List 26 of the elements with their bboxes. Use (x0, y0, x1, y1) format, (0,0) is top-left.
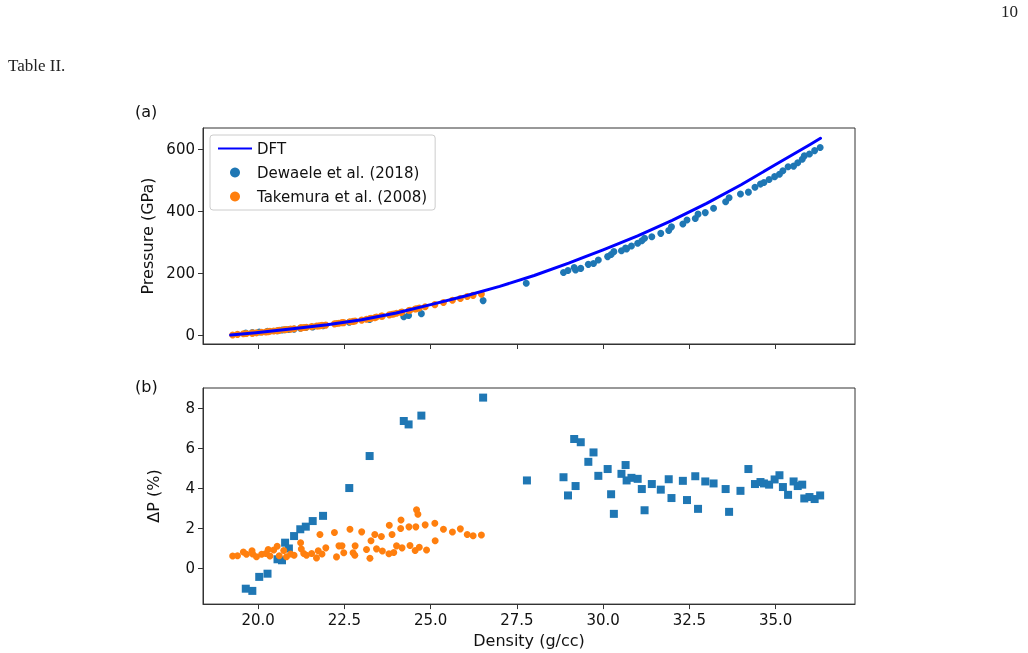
x-tick-label: 32.5 (672, 610, 707, 629)
chart-title: (b) (135, 376, 158, 396)
y-tick-label: 8 (185, 399, 195, 418)
x-tick-label: 20.0 (241, 610, 275, 629)
y-tick-label: 4 (185, 479, 195, 498)
y-axis-title: ΔP (%) (143, 469, 163, 523)
y-tick-label: 600 (166, 140, 195, 159)
y-tick-label: 0 (185, 559, 195, 578)
x-tick-label: 22.5 (327, 610, 362, 629)
legend-label: DFT (257, 139, 287, 158)
x-tick-label: 27.5 (500, 610, 534, 629)
y-axis-title: Pressure (GPa) (137, 177, 157, 295)
x-tick-label: 35.0 (758, 610, 793, 629)
x-axis-title: Density (g/cc) (473, 630, 585, 650)
text: Table II. (8, 56, 66, 76)
x-tick-label: 25.0 (413, 610, 448, 629)
text: 10 (1001, 2, 1018, 22)
y-tick-label: 200 (166, 264, 195, 283)
chart-title: (a) (135, 101, 158, 121)
y-tick-label: 400 (166, 202, 195, 221)
legend-label: Dewaele et al. (2018) (257, 163, 420, 182)
y-tick-label: 0 (185, 326, 195, 345)
y-tick-label: 2 (185, 519, 195, 538)
y-tick-label: 6 (185, 439, 195, 458)
x-tick-label: 30.0 (586, 610, 620, 629)
legend-label: Takemura et al. (2008) (256, 187, 428, 206)
